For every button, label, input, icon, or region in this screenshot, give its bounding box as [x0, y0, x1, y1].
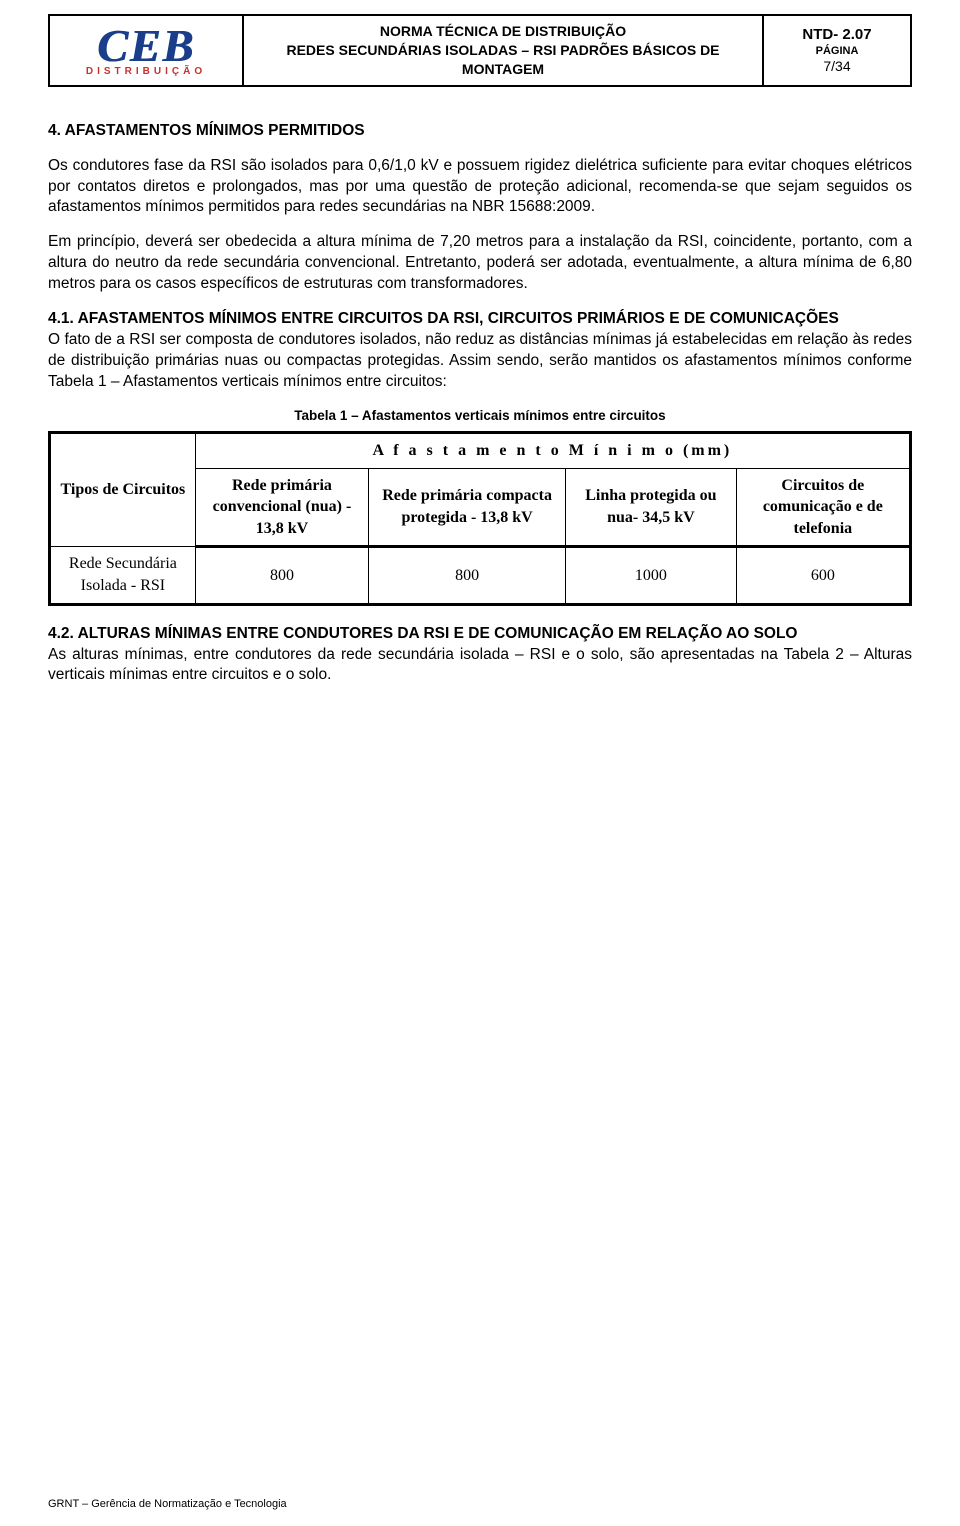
page-label: PÁGINA — [816, 45, 859, 57]
header-title-line-2: REDES SECUNDÁRIAS ISOLADAS – RSI PADRÕES… — [286, 41, 719, 60]
section-4-1-p: O fato de a RSI ser composta de condutor… — [48, 331, 912, 390]
section-4-2-p: As alturas mínimas, entre condutores da … — [48, 646, 912, 684]
section-4-heading: 4. AFASTAMENTOS MÍNIMOS PERMITIDOS — [48, 121, 912, 142]
tbl1-val-3: 1000 — [566, 547, 737, 604]
tbl1-col-2: Rede primária compacta protegida - 13,8 … — [369, 468, 566, 547]
page: CEB DISTRIBUIÇÃO NORMA TÉCNICA DE DISTRI… — [0, 0, 960, 1526]
header-meta-cell: NTD- 2.07 PÁGINA 7/34 — [764, 16, 910, 85]
tbl1-col-1: Rede primária convencional (nua) - 13,8 … — [195, 468, 368, 547]
section-4-2-block: 4.2. ALTURAS MÍNIMAS ENTRE CONDUTORES DA… — [48, 624, 912, 687]
page-header: CEB DISTRIBUIÇÃO NORMA TÉCNICA DE DISTRI… — [48, 14, 912, 87]
table-1-caption: Tabela 1 – Afastamentos verticais mínimo… — [48, 407, 912, 425]
section-4-1-heading: 4.1. AFASTAMENTOS MÍNIMOS ENTRE CIRCUITO… — [48, 310, 839, 327]
logo-cell: CEB DISTRIBUIÇÃO — [50, 16, 244, 85]
tbl1-val-2: 800 — [369, 547, 566, 604]
header-title-line-1: NORMA TÉCNICA DE DISTRIBUIÇÃO — [380, 22, 626, 41]
page-footer: GRNT – Gerência de Normatização e Tecnol… — [48, 1498, 287, 1510]
section-4-p1: Os condutores fase da RSI são isolados p… — [48, 156, 912, 219]
header-title-line-3: MONTAGEM — [462, 60, 544, 79]
tbl1-supertitle: A f a s t a m e n t o M í n i m o (mm) — [195, 433, 910, 469]
doc-code: NTD- 2.07 — [802, 26, 871, 43]
tbl1-col-4: Circuitos de comunicação e de telefonia — [736, 468, 910, 547]
section-4-p2: Em princípio, deverá ser obedecida a alt… — [48, 232, 912, 295]
body: 4. AFASTAMENTOS MÍNIMOS PERMITIDOS Os co… — [48, 121, 912, 687]
page-number: 7/34 — [823, 58, 850, 74]
section-4-2-heading: 4.2. ALTURAS MÍNIMAS ENTRE CONDUTORES DA… — [48, 625, 798, 642]
tbl1-row-label: Rede Secundária Isolada - RSI — [50, 547, 196, 604]
header-title-cell: NORMA TÉCNICA DE DISTRIBUIÇÃO REDES SECU… — [244, 16, 764, 85]
tbl1-rowhead-title: Tipos de Circuitos — [50, 433, 196, 547]
tbl1-col-3: Linha protegida ou nua- 34,5 kV — [566, 468, 737, 547]
logo-sub: DISTRIBUIÇÃO — [86, 67, 206, 77]
section-4-1-block: 4.1. AFASTAMENTOS MÍNIMOS ENTRE CIRCUITO… — [48, 309, 912, 393]
logo-main: CEB — [97, 23, 195, 69]
table-1: Tipos de Circuitos A f a s t a m e n t o… — [48, 431, 912, 606]
logo: CEB DISTRIBUIÇÃO — [86, 23, 206, 77]
tbl1-val-1: 800 — [195, 547, 368, 604]
tbl1-val-4: 600 — [736, 547, 910, 604]
